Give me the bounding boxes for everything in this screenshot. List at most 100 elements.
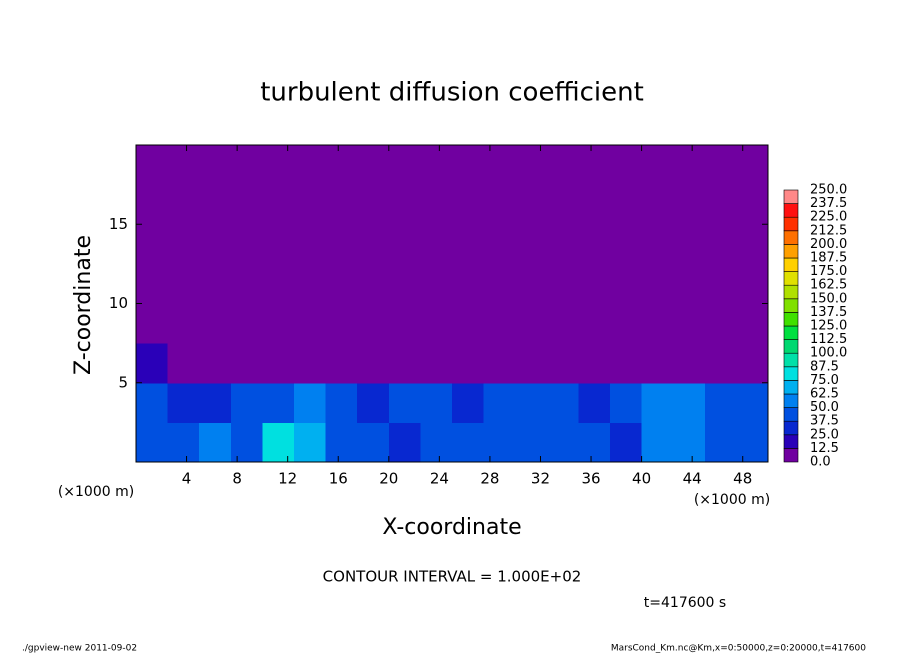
- heatmap-cell: [610, 343, 643, 384]
- heatmap-cell: [230, 145, 263, 186]
- heatmap-cell: [294, 224, 327, 265]
- heatmap-cell: [420, 184, 453, 225]
- colorbar-swatch: [783, 448, 799, 463]
- heatmap-cell: [641, 343, 674, 384]
- heatmap-cell: [452, 145, 485, 186]
- heatmap-cell: [546, 263, 579, 304]
- x-axis-unit: (×1000 m): [694, 492, 770, 508]
- heatmap-cell: [578, 382, 611, 423]
- heatmap-cell: [452, 422, 485, 463]
- heatmap-cell: [388, 343, 421, 384]
- heatmap-cell: [736, 145, 769, 186]
- y-tick-label: 10: [109, 294, 128, 312]
- colorbar-swatch: [783, 407, 799, 422]
- colorbar-swatch: [783, 189, 799, 204]
- heatmap-cell: [388, 224, 421, 265]
- x-tick-label: 16: [329, 470, 348, 488]
- heatmap-cell: [325, 382, 358, 423]
- heatmap-cell: [452, 263, 485, 304]
- heatmap-cell: [610, 145, 643, 186]
- x-tick-label: 44: [683, 470, 702, 488]
- heatmap-cell: [294, 263, 327, 304]
- heatmap: [136, 145, 769, 463]
- heatmap-cell: [641, 382, 674, 423]
- heatmap-cell: [199, 382, 232, 423]
- heatmap-cell: [483, 184, 516, 225]
- heatmap-cell: [230, 382, 263, 423]
- colorbar-swatch: [783, 203, 799, 218]
- heatmap-cell: [673, 224, 706, 265]
- heatmap-cell: [452, 303, 485, 344]
- heatmap-cell: [167, 184, 200, 225]
- heatmap-cell: [546, 303, 579, 344]
- colorbar-swatch: [783, 298, 799, 313]
- heatmap-cell: [546, 184, 579, 225]
- heatmap-cell: [136, 184, 169, 225]
- colorbar-swatch: [783, 380, 799, 395]
- colorbar-swatch: [783, 244, 799, 259]
- heatmap-cell: [704, 263, 737, 304]
- heatmap-cell: [704, 422, 737, 463]
- heatmap-cell: [357, 343, 390, 384]
- axes: 4 8 12 16 20 24 28 32 36 40 44 48510150.012.525.037…: [109, 144, 847, 488]
- heatmap-cell: [167, 303, 200, 344]
- x-tick-label: 8: [232, 470, 242, 488]
- heatmap-cell: [357, 303, 390, 344]
- heatmap-cell: [736, 343, 769, 384]
- chart-title: turbulent diffusion coefficient: [260, 78, 644, 108]
- heatmap-cell: [388, 184, 421, 225]
- heatmap-cell: [262, 263, 295, 304]
- heatmap-cell: [199, 224, 232, 265]
- heatmap-cell: [704, 303, 737, 344]
- heatmap-cell: [578, 263, 611, 304]
- heatmap-cell: [230, 224, 263, 265]
- colorbar-label: 87.5: [810, 359, 839, 374]
- colorbar-swatch: [783, 230, 799, 245]
- heatmap-cell: [578, 145, 611, 186]
- heatmap-cell: [483, 263, 516, 304]
- heatmap-cell: [483, 422, 516, 463]
- heatmap-cell: [357, 263, 390, 304]
- colorbar-swatch: [783, 216, 799, 232]
- heatmap-cell: [704, 224, 737, 265]
- colorbar-label: 25.0: [810, 427, 839, 442]
- colorbar-swatch: [783, 257, 799, 272]
- x-tick-label: 28: [480, 470, 499, 488]
- heatmap-cell: [199, 263, 232, 304]
- heatmap-cell: [199, 422, 232, 463]
- heatmap-cell: [704, 184, 737, 225]
- heatmap-cell: [546, 145, 579, 186]
- y-axis-label: Z-coordinate: [71, 235, 96, 375]
- heatmap-cell: [483, 343, 516, 384]
- heatmap-cell: [736, 184, 769, 225]
- heatmap-cell: [452, 184, 485, 225]
- colorbar-label: 112.5: [810, 332, 847, 347]
- heatmap-cell: [357, 382, 390, 423]
- heatmap-cell: [294, 184, 327, 225]
- heatmap-cell: [641, 422, 674, 463]
- heatmap-cell: [136, 343, 169, 384]
- heatmap-cell: [452, 224, 485, 265]
- heatmap-cell: [230, 184, 263, 225]
- x-tick-label: 32: [531, 470, 550, 488]
- heatmap-cell: [357, 422, 390, 463]
- contour-note: CONTOUR INTERVAL = 1.000E+02: [323, 568, 582, 586]
- heatmap-cell: [673, 382, 706, 423]
- heatmap-cell: [578, 422, 611, 463]
- heatmap-cell: [199, 303, 232, 344]
- heatmap-cell: [199, 145, 232, 186]
- colorbar-label: 187.5: [810, 251, 847, 266]
- heatmap-cell: [199, 343, 232, 384]
- heatmap-cell: [420, 145, 453, 186]
- heatmap-cell: [388, 303, 421, 344]
- colorbar-swatch: [783, 271, 799, 286]
- heatmap-cell: [610, 184, 643, 225]
- heatmap-cell: [578, 184, 611, 225]
- heatmap-cell: [294, 422, 327, 463]
- heatmap-cell: [230, 343, 263, 384]
- heatmap-cell: [610, 303, 643, 344]
- heatmap-cell: [167, 224, 200, 265]
- y-tick-label: 15: [109, 215, 128, 233]
- heatmap-cell: [167, 422, 200, 463]
- heatmap-cell: [262, 145, 295, 186]
